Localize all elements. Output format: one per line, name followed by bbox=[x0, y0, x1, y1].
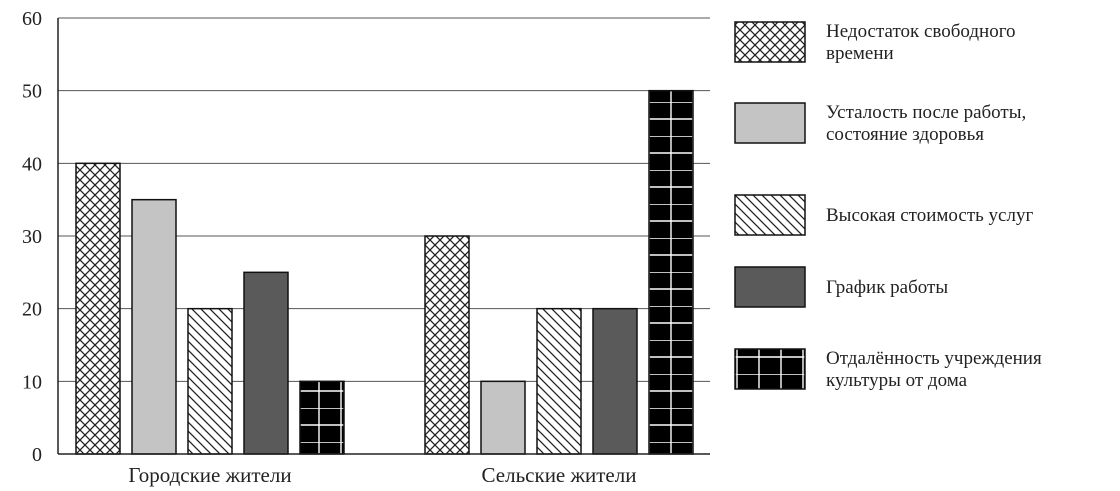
y-tick-label: 10 bbox=[22, 371, 42, 393]
bar-1-2 bbox=[131, 198, 177, 455]
bar-1-5 bbox=[299, 380, 345, 455]
y-tick-label: 50 bbox=[22, 81, 42, 103]
legend-swatch-5 bbox=[734, 348, 806, 390]
y-tick-label: 30 bbox=[22, 226, 42, 248]
bar-1-1 bbox=[75, 162, 121, 455]
y-tick-label: 40 bbox=[22, 153, 42, 175]
bar-2-2 bbox=[480, 380, 526, 455]
bar-2-5 bbox=[648, 89, 694, 455]
legend-label-3: Высокая стоимость услуг bbox=[826, 205, 1033, 226]
bar-2-1 bbox=[424, 235, 470, 455]
legend-swatch-2 bbox=[734, 102, 806, 144]
bars-layer bbox=[75, 89, 694, 455]
legend-label-2: Усталость после работы, состояние здоровь… bbox=[826, 102, 1026, 145]
legend-label-5: Отдалённость учреждения культуры от дома bbox=[826, 348, 1042, 391]
legend-swatch-1 bbox=[734, 21, 806, 63]
legend: Недостаток свободного времени Усталость по… bbox=[734, 21, 1042, 391]
x-category-label: Городские жители bbox=[128, 463, 291, 487]
x-category-label: Сельские жители bbox=[482, 463, 637, 487]
y-tick-label: 0 bbox=[32, 444, 42, 466]
legend-label-4: График работы bbox=[826, 277, 948, 298]
legend-label-1: Недостаток свободного времени bbox=[826, 21, 1016, 64]
y-tick-label: 20 bbox=[22, 299, 42, 321]
bar-1-3 bbox=[187, 307, 233, 455]
legend-swatch-4 bbox=[734, 266, 806, 308]
axis-layer: 0 10 20 30 40 50 60 Городские жители Сельские жи… bbox=[22, 8, 710, 487]
y-tick-label: 60 bbox=[22, 8, 42, 30]
bar-1-4 bbox=[243, 271, 289, 455]
bar-2-3 bbox=[536, 307, 582, 455]
legend-swatch-3 bbox=[734, 194, 806, 236]
bar-2-4 bbox=[592, 307, 638, 455]
